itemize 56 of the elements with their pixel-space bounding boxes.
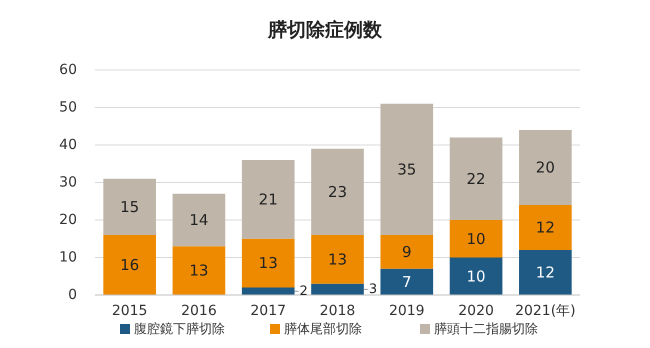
x-tick-label: 2019 (388, 303, 425, 319)
bar (380, 235, 434, 269)
x-tick-label: 2020 (458, 303, 494, 319)
data-label: 14 (189, 211, 208, 229)
data-label: 13 (258, 254, 278, 272)
data-label: 10 (466, 230, 486, 248)
legend-label: 腹腔鏡下膵切除 (134, 322, 225, 337)
bar (242, 288, 295, 295)
data-label: 3 (368, 282, 378, 297)
data-label: 21 (258, 190, 278, 208)
bar (242, 238, 295, 288)
bar (103, 178, 156, 235)
data-label: 2 (300, 284, 308, 299)
y-tick-label: 50 (59, 100, 77, 116)
data-label: 12 (536, 264, 555, 282)
bar (311, 148, 364, 235)
bar (172, 246, 226, 295)
data-label: 20 (536, 158, 555, 176)
legend-label: 膵体尾部切除 (284, 322, 362, 337)
y-tick-label: 60 (59, 62, 77, 78)
bar (311, 235, 364, 284)
bar (380, 268, 434, 295)
data-label: 7 (402, 272, 412, 291)
bar (450, 258, 502, 295)
data-label: 22 (466, 170, 486, 188)
y-tick-label: 20 (59, 212, 77, 228)
x-tick-label: 2018 (320, 303, 356, 319)
data-label: 15 (120, 198, 140, 216)
bar (103, 235, 156, 295)
bar (519, 205, 572, 250)
data-label: 35 (397, 160, 416, 178)
data-label: 13 (189, 262, 208, 280)
legend-label: 膵頭十二指腸切除 (434, 322, 538, 337)
data-label: 12 (536, 218, 555, 236)
x-tick-label: 2016 (181, 303, 217, 319)
y-tick-label: 40 (59, 137, 77, 153)
bar (450, 220, 502, 258)
data-label: 16 (120, 256, 140, 274)
data-label: 10 (466, 267, 486, 286)
bar (519, 250, 572, 295)
bar (450, 138, 502, 220)
y-tick-label: 0 (68, 287, 77, 303)
data-label: 23 (328, 182, 348, 201)
x-tick-label: 2017 (250, 303, 286, 319)
chart-title: 膵切除症例数 (267, 19, 383, 41)
y-tick-label: 10 (59, 250, 77, 266)
bar (172, 194, 226, 246)
bar (311, 284, 364, 295)
bar (242, 160, 295, 239)
bar (380, 104, 434, 235)
data-label: 9 (402, 242, 412, 261)
x-tick-label: 2015 (112, 303, 148, 319)
bar (519, 130, 572, 205)
x-tick-label: 2021(年) (515, 303, 576, 319)
y-tick-label: 30 (59, 174, 77, 190)
data-label: 13 (328, 250, 348, 268)
